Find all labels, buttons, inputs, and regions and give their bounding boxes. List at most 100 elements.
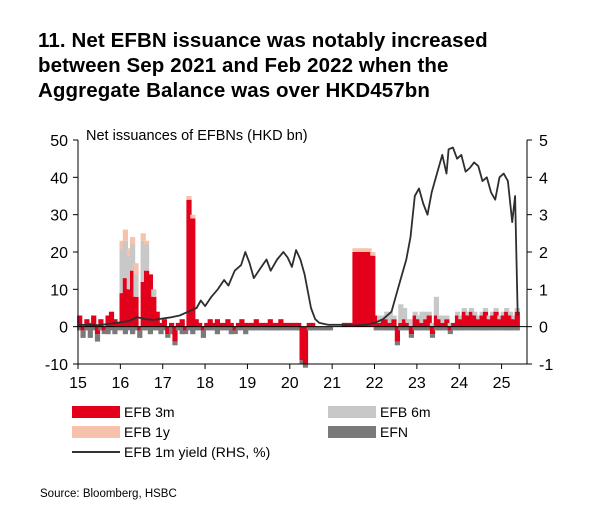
bar-efn	[140, 326, 146, 331]
bar-efb3m	[144, 270, 150, 327]
yield-line	[77, 146, 519, 327]
bar-efb3m	[476, 319, 482, 327]
bar-efn	[437, 326, 443, 331]
bar-efb3m	[493, 311, 499, 327]
x-axis-label: 24	[450, 375, 468, 392]
left-axis-label: 30	[50, 208, 68, 225]
bar-efb3m	[451, 322, 457, 327]
bar-efb3m	[225, 319, 231, 327]
bar-efb3m	[419, 322, 425, 327]
bar-efb3m	[444, 319, 450, 327]
bar-efb3m	[285, 322, 291, 327]
bar-efn	[514, 326, 520, 331]
bar-efn	[161, 326, 167, 331]
bar-efb3m	[91, 315, 97, 327]
bar-efb3m	[366, 252, 372, 327]
bar-efn	[324, 326, 330, 331]
bar-efn	[151, 326, 157, 331]
bar-efn	[490, 326, 496, 331]
right-axis-label: 4	[539, 170, 548, 187]
bar-efb3m	[465, 315, 471, 327]
legend-swatch-efb6m	[328, 406, 376, 418]
title-line-1: 11. Net EFBN issuance was notably increa…	[38, 29, 488, 52]
title-line-3: Aggregate Balance was over HKD457bn	[38, 79, 430, 102]
bar-efb3m	[288, 322, 295, 327]
bar-efn	[377, 326, 383, 331]
bar-efb3m	[281, 322, 287, 327]
bar-efb3m	[204, 322, 210, 327]
bar-efb1y	[355, 248, 361, 252]
bar-efb3m	[274, 322, 281, 327]
bar-efn	[112, 326, 118, 335]
bar-efn	[476, 326, 482, 331]
bar-efb6m	[479, 311, 485, 316]
bar-efn	[504, 326, 510, 331]
bar-efb3m	[377, 322, 383, 327]
bar-efb3m	[183, 326, 189, 331]
bar-efb3m	[246, 322, 252, 327]
right-axis-label: -1	[539, 357, 553, 374]
bar-efn	[87, 326, 93, 338]
bar-efb3m	[429, 326, 436, 335]
bar-efb3m	[108, 311, 115, 327]
bar-efb3m	[504, 311, 510, 327]
bar-efn	[278, 326, 284, 331]
bar-efn	[447, 330, 453, 335]
bar-efb1y	[370, 252, 376, 256]
bar-efn	[486, 326, 492, 331]
bar-efb3m	[479, 315, 485, 327]
bar-efn	[391, 326, 397, 331]
bar-efn	[497, 326, 503, 331]
x-axis-label: 17	[154, 375, 172, 392]
bar-efb3m	[232, 326, 238, 331]
bar-efb6m	[387, 311, 393, 323]
bar-efb3m	[387, 322, 393, 327]
bar-efn	[204, 326, 210, 331]
bar-efb6m	[144, 244, 150, 271]
bar-efb3m	[472, 315, 478, 327]
bar-efn	[416, 326, 422, 331]
bar-efn	[327, 326, 334, 331]
legend-item-efb3m: EFB 3m	[72, 404, 175, 420]
bar-efn	[207, 326, 213, 331]
bar-efb6m	[440, 315, 446, 323]
bar-efn	[313, 326, 319, 331]
bar-efn	[387, 326, 393, 331]
bar-efb3m	[398, 322, 404, 327]
bar-efn	[412, 326, 418, 331]
bar-efn	[130, 326, 136, 335]
bar-efb3m	[179, 319, 185, 327]
bar-efb6m	[423, 311, 429, 320]
bar-efn	[80, 330, 86, 338]
bar-efn	[479, 326, 485, 331]
bar-efb3m	[299, 326, 305, 361]
bar-efb6m	[133, 274, 139, 297]
bar-efb3m	[394, 326, 400, 342]
bar-efb3m	[243, 322, 249, 327]
bar-efb3m	[408, 326, 414, 335]
bar-efn	[119, 326, 125, 331]
bar-efb6m	[444, 315, 450, 320]
bar-efb6m	[500, 311, 506, 316]
legend-item-efb6m: EFB 6m	[328, 404, 431, 420]
bar-efb3m	[352, 252, 358, 327]
bar-efb3m	[482, 311, 489, 327]
x-axis-label: 16	[111, 375, 129, 392]
bar-efn	[108, 326, 115, 331]
bar-efn	[218, 326, 224, 331]
bar-efb6m	[497, 315, 503, 320]
bar-efb3m	[105, 315, 111, 327]
x-axis-label: 18	[196, 375, 214, 392]
bar-efb6m	[398, 304, 404, 323]
bar-efn	[468, 326, 475, 331]
bar-efb6m	[433, 296, 439, 316]
right-axis-label: 3	[539, 208, 548, 225]
bar-efb6m	[130, 244, 136, 271]
x-axis-label: 25	[493, 375, 511, 392]
bar-efb3m	[218, 322, 224, 327]
bar-efb3m	[380, 319, 386, 327]
bar-efn	[451, 326, 457, 331]
bar-efb6m	[419, 311, 425, 323]
left-axis-label: 0	[59, 320, 68, 337]
bar-efn	[116, 326, 122, 331]
